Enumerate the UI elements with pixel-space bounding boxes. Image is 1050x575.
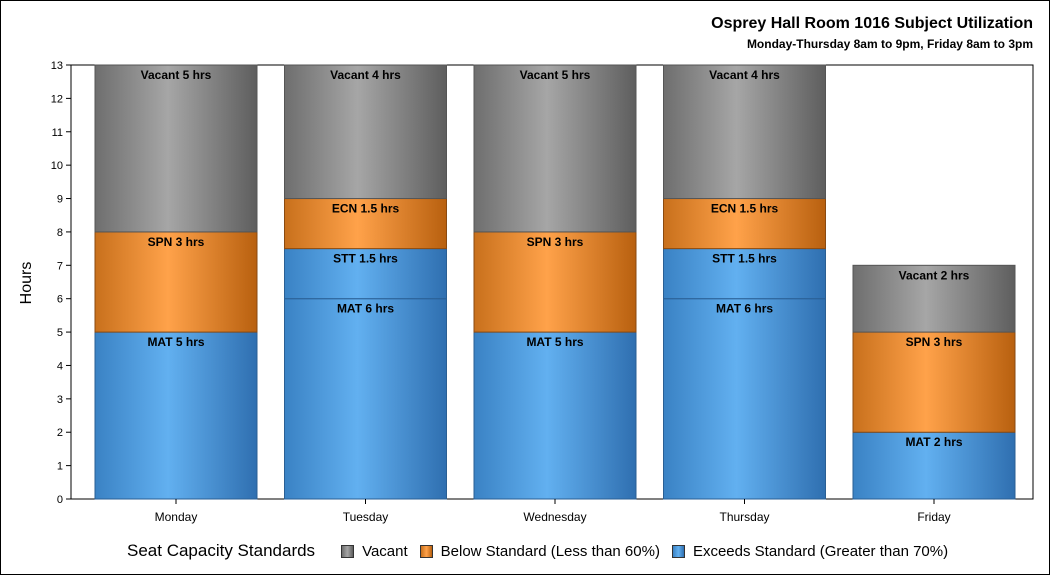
bar-segment-exceeds [284, 298, 447, 500]
bar-segment-vacant [473, 64, 637, 233]
bar-segment-below [473, 231, 637, 333]
legend-swatch-exceeds-standard [671, 544, 685, 558]
y-tick-label: 5 [57, 327, 63, 339]
data-label: MAT 5 hrs [526, 335, 583, 349]
y-tick-label: 11 [52, 127, 63, 139]
bar-segment-exceeds [473, 331, 637, 500]
bar-segment-exceeds [663, 298, 826, 500]
data-label: Vacant 5 hrs [520, 68, 591, 82]
y-tick-label: 13 [51, 60, 63, 72]
legend-label-exceeds-standard: Exceeds Standard (Greater than 70%) [692, 542, 949, 560]
x-tick-label: Friday [917, 510, 950, 524]
legend-title: Seat Capacity Standards [127, 541, 316, 560]
y-axis-label: Hours [18, 262, 35, 305]
y-tick-label: 4 [57, 360, 63, 372]
legend-swatch-vacant [341, 544, 355, 558]
data-label: Vacant 5 hrs [141, 68, 212, 82]
data-label: STT 1.5 hrs [333, 252, 398, 266]
legend-item-vacant: Vacant [341, 543, 408, 560]
data-label: ECN 1.5 hrs [711, 202, 779, 216]
y-tick-label: 7 [57, 260, 63, 272]
y-tick-label: 8 [57, 227, 63, 239]
bar-segment-below [284, 198, 447, 250]
y-tick-label: 2 [57, 427, 63, 439]
bar-wednesday: MAT 5 hrs SPN 3 hrs Vacant 5 hrs [473, 64, 637, 500]
data-label: MAT 6 hrs [716, 302, 773, 316]
y-tick-label: 3 [57, 394, 63, 406]
bar-monday: MAT 5 hrs SPN 3 hrs Vacant 5 hrs [94, 64, 258, 500]
y-tick-label: 10 [51, 160, 63, 172]
data-label: Vacant 4 hrs [330, 68, 401, 82]
data-label: MAT 2 hrs [905, 435, 962, 449]
data-label: Vacant 4 hrs [709, 68, 780, 82]
legend-item-exceeds-standard: Exceeds Standard (Greater than 70%) [671, 542, 949, 560]
x-tick-label: Thursday [719, 510, 769, 524]
y-tick-label: 0 [57, 494, 63, 506]
bar-segment-below [852, 331, 1016, 433]
y-tick-label: 9 [57, 194, 63, 206]
bar-segment-below [663, 198, 826, 250]
y-tick-label: 12 [51, 93, 63, 105]
bar-tuesday: MAT 6 hrs STT 1.5 hrs ECN 1.5 hrs Vacant 4 … [284, 64, 447, 500]
bar-segment-vacant [852, 264, 1016, 333]
data-label: SPN 3 hrs [906, 335, 963, 349]
data-label: MAT 6 hrs [337, 302, 394, 316]
x-tick-label: Tuesday [343, 510, 389, 524]
y-tick-label: 6 [57, 294, 63, 306]
x-tick-label: Wednesday [523, 510, 586, 524]
legend-swatch-below-standard [419, 544, 433, 558]
bar-segment-vacant [663, 64, 826, 200]
legend-item-below-standard: Below Standard (Less than 60%) [419, 542, 660, 560]
data-label: SPN 3 hrs [527, 235, 584, 249]
legend-label-vacant: Vacant [362, 542, 408, 560]
data-label: Vacant 2 hrs [899, 268, 970, 282]
bar-segment-vacant [284, 64, 447, 200]
chart-subtitle: Monday-Thursday 8am to 9pm, Friday 8am t… [746, 37, 1033, 51]
data-label: STT 1.5 hrs [712, 252, 777, 266]
bar-segment-exceeds [284, 248, 447, 300]
bar-segment-exceeds [663, 248, 826, 300]
data-label: SPN 3 hrs [148, 235, 205, 249]
chart-title: Osprey Hall Room 1016 Subject Utilizatio… [711, 15, 1033, 32]
data-label: MAT 5 hrs [147, 335, 204, 349]
bar-thursday: MAT 6 hrs STT 1.5 hrs ECN 1.5 hrs Vacant 4 … [663, 64, 826, 500]
y-tick-label: 1 [57, 461, 63, 473]
x-tick-label: Monday [155, 510, 198, 524]
legend: Seat Capacity Standards Vacant Below Sta… [127, 541, 960, 561]
bar-friday: MAT 2 hrs SPN 3 hrs Vacant 2 hrs [852, 264, 1016, 500]
bar-segment-exceeds [852, 431, 1016, 500]
bar-segment-exceeds [94, 331, 258, 500]
bar-segment-vacant [94, 64, 258, 233]
bar-segment-below [94, 231, 258, 333]
legend-label-below-standard: Below Standard (Less than 60%) [440, 542, 660, 560]
data-label: ECN 1.5 hrs [332, 202, 400, 216]
